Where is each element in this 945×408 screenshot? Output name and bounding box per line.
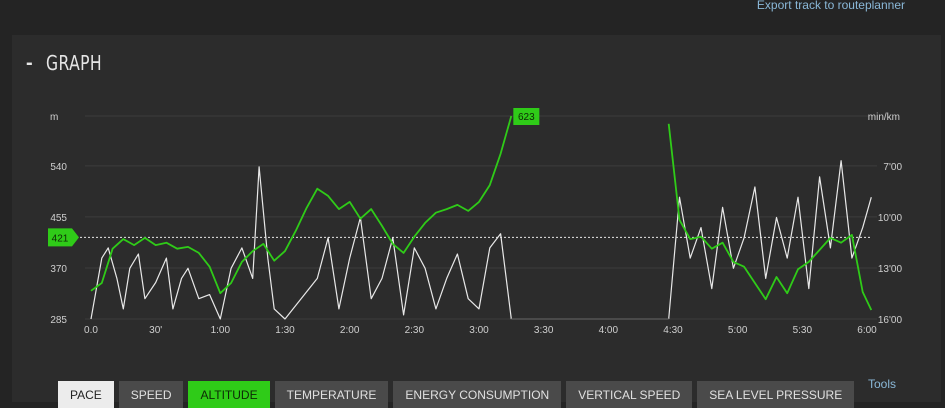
right-tick-label: 10'00 <box>878 213 903 224</box>
panel-title: GRAPH <box>46 51 103 75</box>
reference-marker <box>48 228 79 247</box>
right-tick-label: 7'00 <box>883 162 902 173</box>
x-tick-label: 3:30 <box>534 325 554 336</box>
left-tick-label: 285 <box>50 315 67 326</box>
peak-annotation-box <box>513 108 540 125</box>
altitude-series-layer <box>90 115 873 311</box>
pace-series-layer <box>90 160 872 320</box>
right-tick-label: 13'00 <box>878 264 903 275</box>
graph-panel: - GRAPH m min/km 540 455 370 285 7'00 10'00 13'0… <box>12 35 941 408</box>
x-tick-label: 2:00 <box>340 325 360 336</box>
altitude-pace-graph[interactable]: m min/km 540 455 370 285 7'00 10'00 13'00 16'00 0.… <box>12 35 941 345</box>
x-tick-label: 1:00 <box>211 325 231 336</box>
collapse-button[interactable]: - <box>26 52 33 74</box>
left-tick-label: 370 <box>50 264 67 275</box>
x-tick-label: 30' <box>149 325 162 336</box>
grid-layer <box>76 115 877 320</box>
temperature-button[interactable]: TEMPERATURE <box>274 381 389 408</box>
x-tick-label: 2:30 <box>405 325 425 336</box>
x-tick-label: 5:00 <box>728 325 748 336</box>
x-tick-label: 3:00 <box>469 325 489 336</box>
panel-header: - GRAPH <box>26 51 118 75</box>
x-tick-label: 4:30 <box>663 325 683 336</box>
pace-button[interactable]: PACE <box>58 381 114 408</box>
left-tick-label: 540 <box>50 162 67 173</box>
altitude-series-line <box>90 115 873 311</box>
metric-button-row: PACE SPEED ALTITUDE TEMPERATURE ENERGY C… <box>58 381 855 408</box>
x-tick-label: 0.0 <box>84 325 98 336</box>
peak-annotation-label: 623 <box>518 112 535 123</box>
tools-link[interactable]: Tools <box>867 377 896 391</box>
x-tick-label: 4:00 <box>599 325 619 336</box>
left-axis-unit: m <box>50 112 58 123</box>
energy-consumption-button[interactable]: ENERGY CONSUMPTION <box>393 381 562 408</box>
axis-labels-layer: m min/km 540 455 370 285 7'00 10'00 13'00 16'00 0.… <box>48 108 902 336</box>
right-tick-label: 16'00 <box>878 315 903 326</box>
pace-series-line <box>90 160 872 320</box>
reference-marker-label: 421 <box>52 233 69 244</box>
vertical-speed-button[interactable]: VERTICAL SPEED <box>566 381 693 408</box>
x-tick-label: 1:30 <box>275 325 295 336</box>
x-tick-label: 6:00 <box>857 325 877 336</box>
left-tick-label: 455 <box>50 213 67 224</box>
sea-level-pressure-button[interactable]: SEA LEVEL PRESSURE <box>697 381 855 408</box>
right-axis-unit: min/km <box>868 112 900 123</box>
speed-button[interactable]: SPEED <box>118 381 184 408</box>
x-tick-label: 5:30 <box>793 325 813 336</box>
altitude-button[interactable]: ALTITUDE <box>188 381 270 408</box>
export-to-routeplanner-link[interactable]: Export track to routeplanner <box>756 0 905 12</box>
